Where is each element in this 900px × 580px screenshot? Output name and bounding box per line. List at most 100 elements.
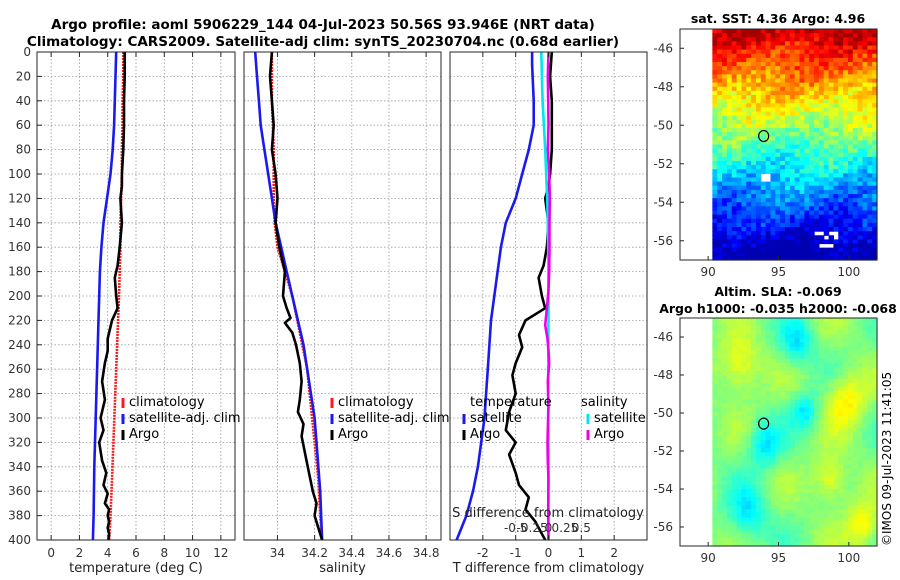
heatmap-cell — [731, 103, 738, 108]
heatmap-cell — [755, 140, 762, 146]
heatmap-cell — [746, 218, 752, 224]
x-tick-label: 0 — [545, 546, 553, 560]
heatmap-cell — [746, 509, 752, 515]
heatmap-cell — [857, 354, 864, 360]
heatmap-cell — [785, 533, 791, 539]
heatmap-cell — [872, 148, 878, 154]
heatmap-cell — [755, 86, 762, 92]
heatmap-cell — [717, 181, 723, 187]
heatmap-cell — [746, 189, 752, 195]
heatmap-cell — [804, 472, 810, 478]
heatmap-cell — [717, 326, 723, 331]
heatmap-cell — [814, 181, 820, 187]
heatmap-cell — [755, 107, 762, 113]
heatmap-cell — [799, 444, 805, 449]
heatmap-cell — [833, 383, 839, 388]
heatmap-cell — [852, 419, 859, 425]
heatmap-cell — [755, 222, 762, 228]
heatmap-cell — [814, 78, 820, 84]
heatmap-cell — [838, 460, 844, 466]
legend-heading: temperature — [470, 395, 552, 410]
heatmap-cell — [823, 95, 830, 100]
heatmap-cell — [731, 247, 738, 253]
heatmap-cell — [809, 251, 815, 257]
heatmap-cell — [823, 484, 830, 490]
heatmap-cell — [775, 370, 781, 376]
heatmap-cell — [862, 194, 868, 199]
heatmap-cell — [794, 391, 801, 396]
heatmap-cell — [843, 379, 849, 384]
heatmap-cell — [785, 456, 791, 462]
heatmap-cell — [833, 74, 839, 80]
heatmap-cell — [799, 90, 805, 96]
heatmap-cell — [760, 222, 767, 228]
heatmap-cell — [717, 423, 723, 429]
heatmap-cell — [809, 505, 815, 510]
heatmap-cell — [785, 468, 791, 474]
heatmap-cell — [722, 391, 728, 396]
heatmap-cell — [785, 206, 791, 212]
heatmap-cell — [717, 350, 723, 356]
heatmap-cell — [799, 123, 805, 129]
heatmap-cell — [731, 111, 738, 117]
heatmap-cell — [770, 480, 776, 486]
heatmap-cell — [760, 53, 767, 59]
heatmap-cell — [828, 29, 835, 34]
heatmap-cell — [760, 350, 767, 356]
heatmap-cell — [722, 419, 728, 425]
heatmap-cell — [760, 533, 767, 539]
heatmap-cell — [736, 140, 743, 146]
heatmap-cell — [760, 45, 767, 51]
heatmap-cell — [722, 161, 728, 166]
heatmap-cell — [862, 456, 868, 462]
lat-tick-label: -48 — [653, 368, 673, 382]
heatmap-cell — [794, 255, 801, 261]
heatmap-cell — [741, 185, 747, 191]
heatmap-cell — [736, 334, 743, 339]
heatmap-cell — [755, 407, 762, 413]
heatmap-cell — [852, 440, 859, 445]
heatmap-cell — [809, 173, 815, 179]
heatmap-cell — [794, 513, 801, 519]
heatmap-cell — [804, 456, 810, 462]
heatmap-cell — [755, 243, 762, 249]
heatmap-cell — [785, 480, 791, 486]
heatmap-cell — [731, 45, 738, 51]
heatmap-cell — [799, 156, 805, 162]
heatmap-cell — [818, 227, 825, 232]
heatmap-cell — [760, 379, 767, 384]
heatmap-cell — [780, 66, 786, 71]
heatmap-cell — [804, 346, 810, 352]
heatmap-cell — [712, 484, 718, 490]
heatmap-cell — [838, 185, 844, 191]
heatmap-cell — [726, 452, 733, 458]
heatmap-cell — [867, 169, 873, 174]
heatmap-cell — [833, 468, 839, 474]
heatmap-cell — [751, 525, 757, 531]
heatmap-cell — [828, 472, 835, 478]
heatmap-cell — [823, 37, 830, 42]
heatmap-cell — [722, 152, 728, 158]
heatmap-cell — [770, 119, 776, 125]
heatmap-cell — [847, 452, 854, 458]
heatmap-cell — [731, 318, 738, 323]
heatmap-cell — [717, 330, 723, 335]
heatmap-cell — [838, 493, 844, 498]
heatmap-cell — [717, 456, 723, 462]
heatmap-cell — [809, 218, 815, 224]
heatmap-cell — [712, 517, 718, 523]
heatmap-cell — [867, 395, 873, 401]
heatmap-cell — [833, 395, 839, 401]
heatmap-cell — [823, 358, 830, 364]
heatmap-cell — [731, 202, 738, 207]
heatmap-cell — [838, 202, 844, 207]
heatmap-cell — [814, 501, 820, 506]
heatmap-cell — [828, 156, 835, 162]
heatmap-cell — [809, 136, 815, 141]
heatmap-cell — [736, 358, 743, 364]
heatmap-cell — [794, 326, 801, 331]
heatmap-cell — [726, 448, 733, 453]
heatmap-cell — [838, 115, 844, 121]
heatmap-cell — [755, 247, 762, 253]
heatmap-cell — [828, 419, 835, 425]
